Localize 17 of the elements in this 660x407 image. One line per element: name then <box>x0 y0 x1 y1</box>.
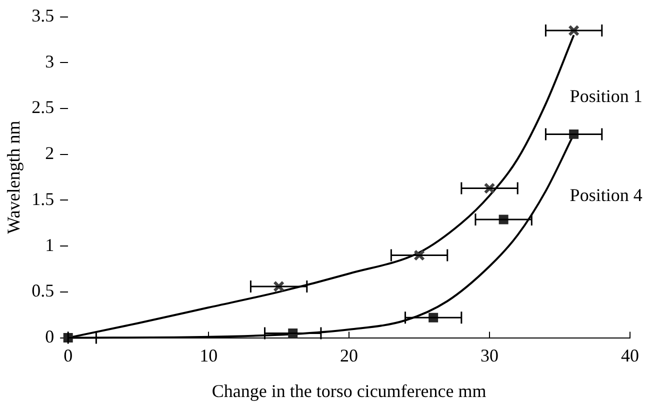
x-tick-label: 10 <box>200 345 218 366</box>
x-axis-title: Change in the torso cicumference mm <box>212 380 486 401</box>
y-tick-label: 3 <box>45 51 54 72</box>
y-tick-label: 1.5 <box>32 188 54 209</box>
x-tick-label: 30 <box>480 345 499 366</box>
y-tick-label: 2 <box>45 143 54 164</box>
y-tick-label: 0 <box>45 326 54 347</box>
x-tick-label: 20 <box>340 345 358 366</box>
x-tick-label: 40 <box>621 345 639 366</box>
annotation: Position 1 <box>570 86 642 106</box>
y-tick-label: 0.5 <box>32 280 54 301</box>
y-tick-label: 1 <box>45 234 54 255</box>
x-tick-label: 0 <box>64 345 73 366</box>
annotation: Position 4 <box>570 184 642 205</box>
y-tick-label: 2.5 <box>32 97 54 118</box>
y-tick-label: 3.5 <box>32 6 54 26</box>
y-axis-title: Wavelength nm <box>4 120 24 234</box>
